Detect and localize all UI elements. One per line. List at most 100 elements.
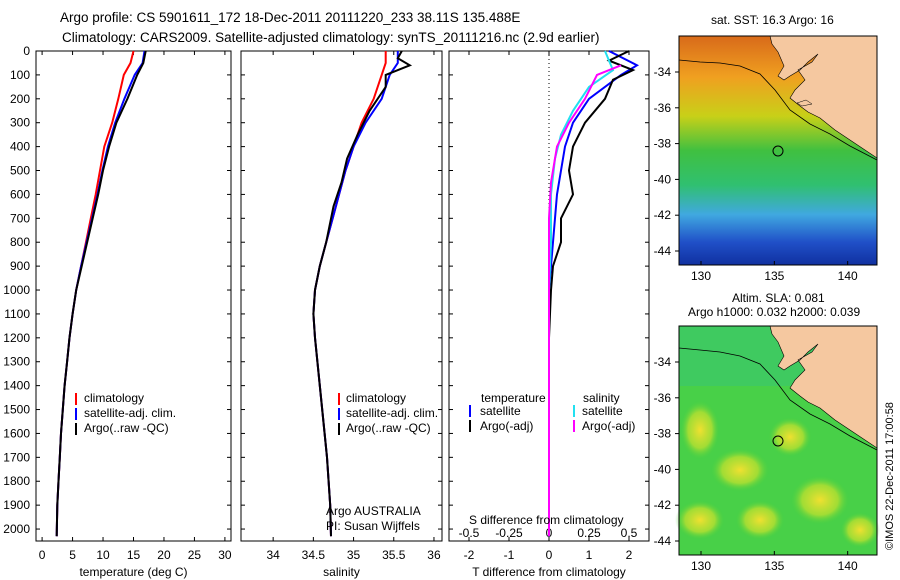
sst-map-isobath bbox=[678, 59, 878, 161]
map-y-tick-label: -42 bbox=[654, 498, 672, 512]
map-y-tick-label: -38 bbox=[654, 427, 672, 441]
series-line bbox=[548, 50, 615, 537]
map-y-tick-label: -34 bbox=[654, 355, 672, 369]
depth-tick-label: 300 bbox=[10, 116, 30, 130]
x-tick-label: 35 bbox=[347, 548, 361, 562]
x-tick-label: -1 bbox=[504, 548, 515, 562]
x-tick-label: 25 bbox=[188, 548, 202, 562]
depth-tick-label: 900 bbox=[10, 259, 30, 273]
depth-tick-label: 1600 bbox=[3, 426, 30, 440]
legend-t-argo: Argo(-adj) bbox=[480, 419, 533, 433]
sla-map-land bbox=[769, 325, 878, 449]
x-tick-label: 10 bbox=[96, 548, 110, 562]
x-tick-label: 1 bbox=[586, 548, 593, 562]
depth-tick-label: 1900 bbox=[3, 498, 30, 512]
map-axes: -34 -36 -38 -40 -42 -44 130 135 140 -34 -36 -38 -40 -… bbox=[654, 65, 858, 573]
x-tick-label: 35.5 bbox=[382, 548, 406, 562]
depth-tick-label: 1500 bbox=[3, 403, 30, 417]
depth-tick-label: 200 bbox=[10, 92, 30, 106]
map-y-tick-label: -40 bbox=[654, 462, 672, 476]
difference-legend: temperature satellite Argo(-adj) salinit… bbox=[469, 391, 635, 527]
map-y-tick-label: -44 bbox=[654, 244, 672, 258]
map-y-tick-label: -36 bbox=[654, 101, 672, 115]
legend-temperature: temperature bbox=[481, 391, 546, 405]
map-y-tick-label: -40 bbox=[654, 172, 672, 186]
map-x-tick-label: 130 bbox=[691, 269, 711, 283]
depth-tick-label: 600 bbox=[10, 187, 30, 201]
map-x-tick-label: 130 bbox=[691, 559, 711, 573]
plot-frame bbox=[35, 50, 232, 542]
sla-map-title2: Argo h1000: 0.032 h2000: 0.039 bbox=[688, 305, 860, 319]
series-line bbox=[312, 50, 413, 537]
sla-map-title1: Altim. SLA: 0.081 bbox=[732, 291, 825, 305]
x-tick-label: 34.5 bbox=[302, 548, 326, 562]
x-tick-label: 0 bbox=[39, 548, 46, 562]
depth-tick-label: 700 bbox=[10, 211, 30, 225]
salinity-panel: 34 34.5 35 35.5 36 salinity bbox=[240, 50, 443, 579]
depth-tick-label: 1100 bbox=[4, 307, 30, 321]
x-top-tick-label: -0.5 bbox=[459, 526, 480, 540]
sst-map-island bbox=[796, 99, 813, 107]
legend-salinity: salinity bbox=[583, 391, 620, 405]
x-top-tick-label: 0.5 bbox=[621, 526, 638, 540]
depth-tick-label: 1300 bbox=[3, 355, 30, 369]
sst-map-argo-marker bbox=[772, 145, 784, 157]
depth-tick-label: 400 bbox=[10, 140, 30, 154]
depth-tick-label: 1700 bbox=[3, 450, 30, 464]
legend-argo-raw-2: Argo(..raw -QC) bbox=[346, 421, 431, 435]
salinity-legend: climatology satellite-adj. clim. Argo(..… bbox=[326, 391, 438, 533]
map-y-tick-label: -38 bbox=[654, 137, 672, 151]
sla-map: Altim. SLA: 0.081 Argo h1000: 0.032 h200… bbox=[675, 291, 880, 556]
x-axis-label: T difference from climatology bbox=[472, 565, 626, 579]
legend-argo-raw: Argo(..raw -QC) bbox=[84, 421, 169, 435]
legend-climatology-2: climatology bbox=[346, 391, 406, 405]
x-tick-label: 0 bbox=[546, 548, 553, 562]
map-y-tick-label: -44 bbox=[654, 534, 672, 548]
map-x-tick-label: 135 bbox=[764, 269, 784, 283]
depth-tick-label: 0 bbox=[23, 44, 30, 58]
depth-tick-label: 100 bbox=[10, 68, 30, 82]
s-diff-label: S difference from climatology bbox=[469, 513, 624, 527]
annot-argo: Argo AUSTRALIA bbox=[326, 504, 421, 518]
x-axis-label: temperature (deg C) bbox=[79, 565, 187, 579]
series-line bbox=[548, 50, 636, 537]
sst-map-title: sat. SST: 16.3 Argo: 16 bbox=[711, 13, 834, 27]
temperature-legend: climatology satellite-adj. clim. Argo(..… bbox=[75, 391, 176, 435]
legend-s-satellite: satellite bbox=[582, 404, 623, 418]
legend-satellite-adj-2: satellite-adj. clim. bbox=[346, 406, 438, 420]
difference-panel: -2 -1 0 1 2T difference from climatology -0.5… bbox=[448, 50, 650, 579]
x-top-tick-label: -0.25 bbox=[495, 526, 523, 540]
depth-tick-label: 2000 bbox=[3, 522, 30, 536]
plot-frame bbox=[240, 50, 443, 542]
series-line bbox=[55, 50, 147, 537]
map-y-tick-label: -34 bbox=[654, 65, 672, 79]
title-line2: Climatology: CARS2009. Satellite-adjuste… bbox=[62, 30, 600, 45]
imos-watermark: ©IMOS 22-Dec-2011 17:00:58 bbox=[884, 402, 896, 550]
map-y-tick-label: -36 bbox=[654, 391, 672, 405]
x-tick-label: 15 bbox=[127, 548, 141, 562]
series-line bbox=[548, 64, 622, 537]
legend-satellite-adj: satellite-adj. clim. bbox=[84, 406, 176, 420]
map-y-tick-label: -42 bbox=[654, 208, 672, 222]
map-x-tick-label: 140 bbox=[838, 559, 858, 573]
title-line1: Argo profile: CS 5901611_172 18-Dec-2011… bbox=[60, 10, 520, 25]
x-tick-label: 30 bbox=[218, 548, 232, 562]
series-line bbox=[548, 50, 640, 537]
depth-tick-label: 1400 bbox=[3, 379, 30, 393]
sst-map-land bbox=[769, 35, 878, 159]
legend-climatology: climatology bbox=[84, 391, 144, 405]
legend-s-argo: Argo(-adj) bbox=[582, 419, 635, 433]
legend-t-satellite: satellite bbox=[480, 404, 521, 418]
temperature-panel: 0100200300400500600700800900100011001200… bbox=[3, 44, 232, 579]
sst-map: sat. SST: 16.3 Argo: 16 bbox=[678, 13, 878, 266]
x-tick-label: 34 bbox=[266, 548, 280, 562]
series-line bbox=[55, 50, 135, 537]
x-tick-label: -2 bbox=[464, 548, 475, 562]
depth-tick-label: 1000 bbox=[3, 283, 30, 297]
depth-tick-label: 500 bbox=[10, 164, 30, 178]
depth-tick-label: 1200 bbox=[3, 331, 30, 345]
series-line bbox=[312, 51, 387, 537]
x-tick-label: 20 bbox=[157, 548, 171, 562]
map-x-tick-label: 135 bbox=[764, 559, 784, 573]
